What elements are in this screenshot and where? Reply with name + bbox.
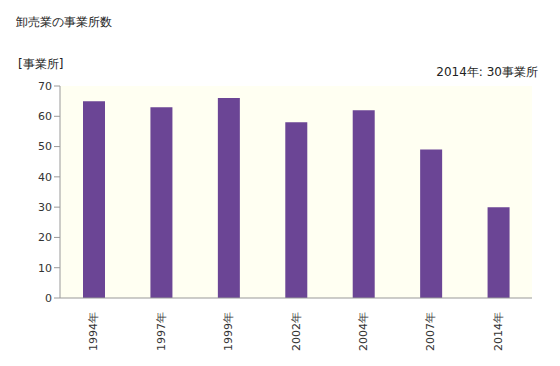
svg-text:10: 10 bbox=[38, 262, 52, 275]
html-text:[事業所]: [事業所] bbox=[18, 57, 64, 71]
svg-text:2004年: 2004年 bbox=[357, 312, 370, 351]
svg-text:2014年: 2014年 bbox=[492, 312, 505, 351]
svg-text:70: 70 bbox=[38, 80, 52, 93]
svg-text:60: 60 bbox=[38, 110, 52, 123]
svg-text:1999年: 1999年 bbox=[222, 312, 235, 351]
svg-text:40: 40 bbox=[38, 171, 52, 184]
html-text:卸売業の事業所数: 卸売業の事業所数 bbox=[16, 15, 112, 29]
svg-text:30: 30 bbox=[38, 201, 52, 214]
svg-text:20: 20 bbox=[38, 231, 52, 244]
svg-text:2007年: 2007年 bbox=[424, 312, 437, 351]
svg-text:0: 0 bbox=[45, 292, 52, 305]
svg-text:50: 50 bbox=[38, 140, 52, 153]
svg-text:1997年: 1997年 bbox=[155, 312, 168, 351]
html-text:2014年: 30事業所: 2014年: 30事業所 bbox=[436, 65, 538, 79]
svg-text:1994年: 1994年 bbox=[87, 312, 100, 351]
svg-text:2002年: 2002年 bbox=[290, 312, 303, 351]
